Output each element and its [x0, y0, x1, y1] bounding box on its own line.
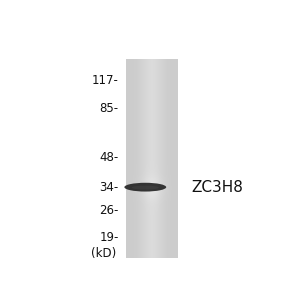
- Text: ZC3H8: ZC3H8: [191, 180, 243, 195]
- Text: 48-: 48-: [100, 151, 119, 164]
- Ellipse shape: [132, 186, 159, 190]
- Ellipse shape: [124, 183, 166, 191]
- Text: 26-: 26-: [100, 204, 119, 217]
- Text: 34-: 34-: [100, 181, 119, 194]
- Text: 19-: 19-: [100, 231, 119, 244]
- Text: 85-: 85-: [100, 102, 119, 115]
- Text: 117-: 117-: [92, 74, 119, 87]
- Text: (kD): (kD): [91, 247, 117, 260]
